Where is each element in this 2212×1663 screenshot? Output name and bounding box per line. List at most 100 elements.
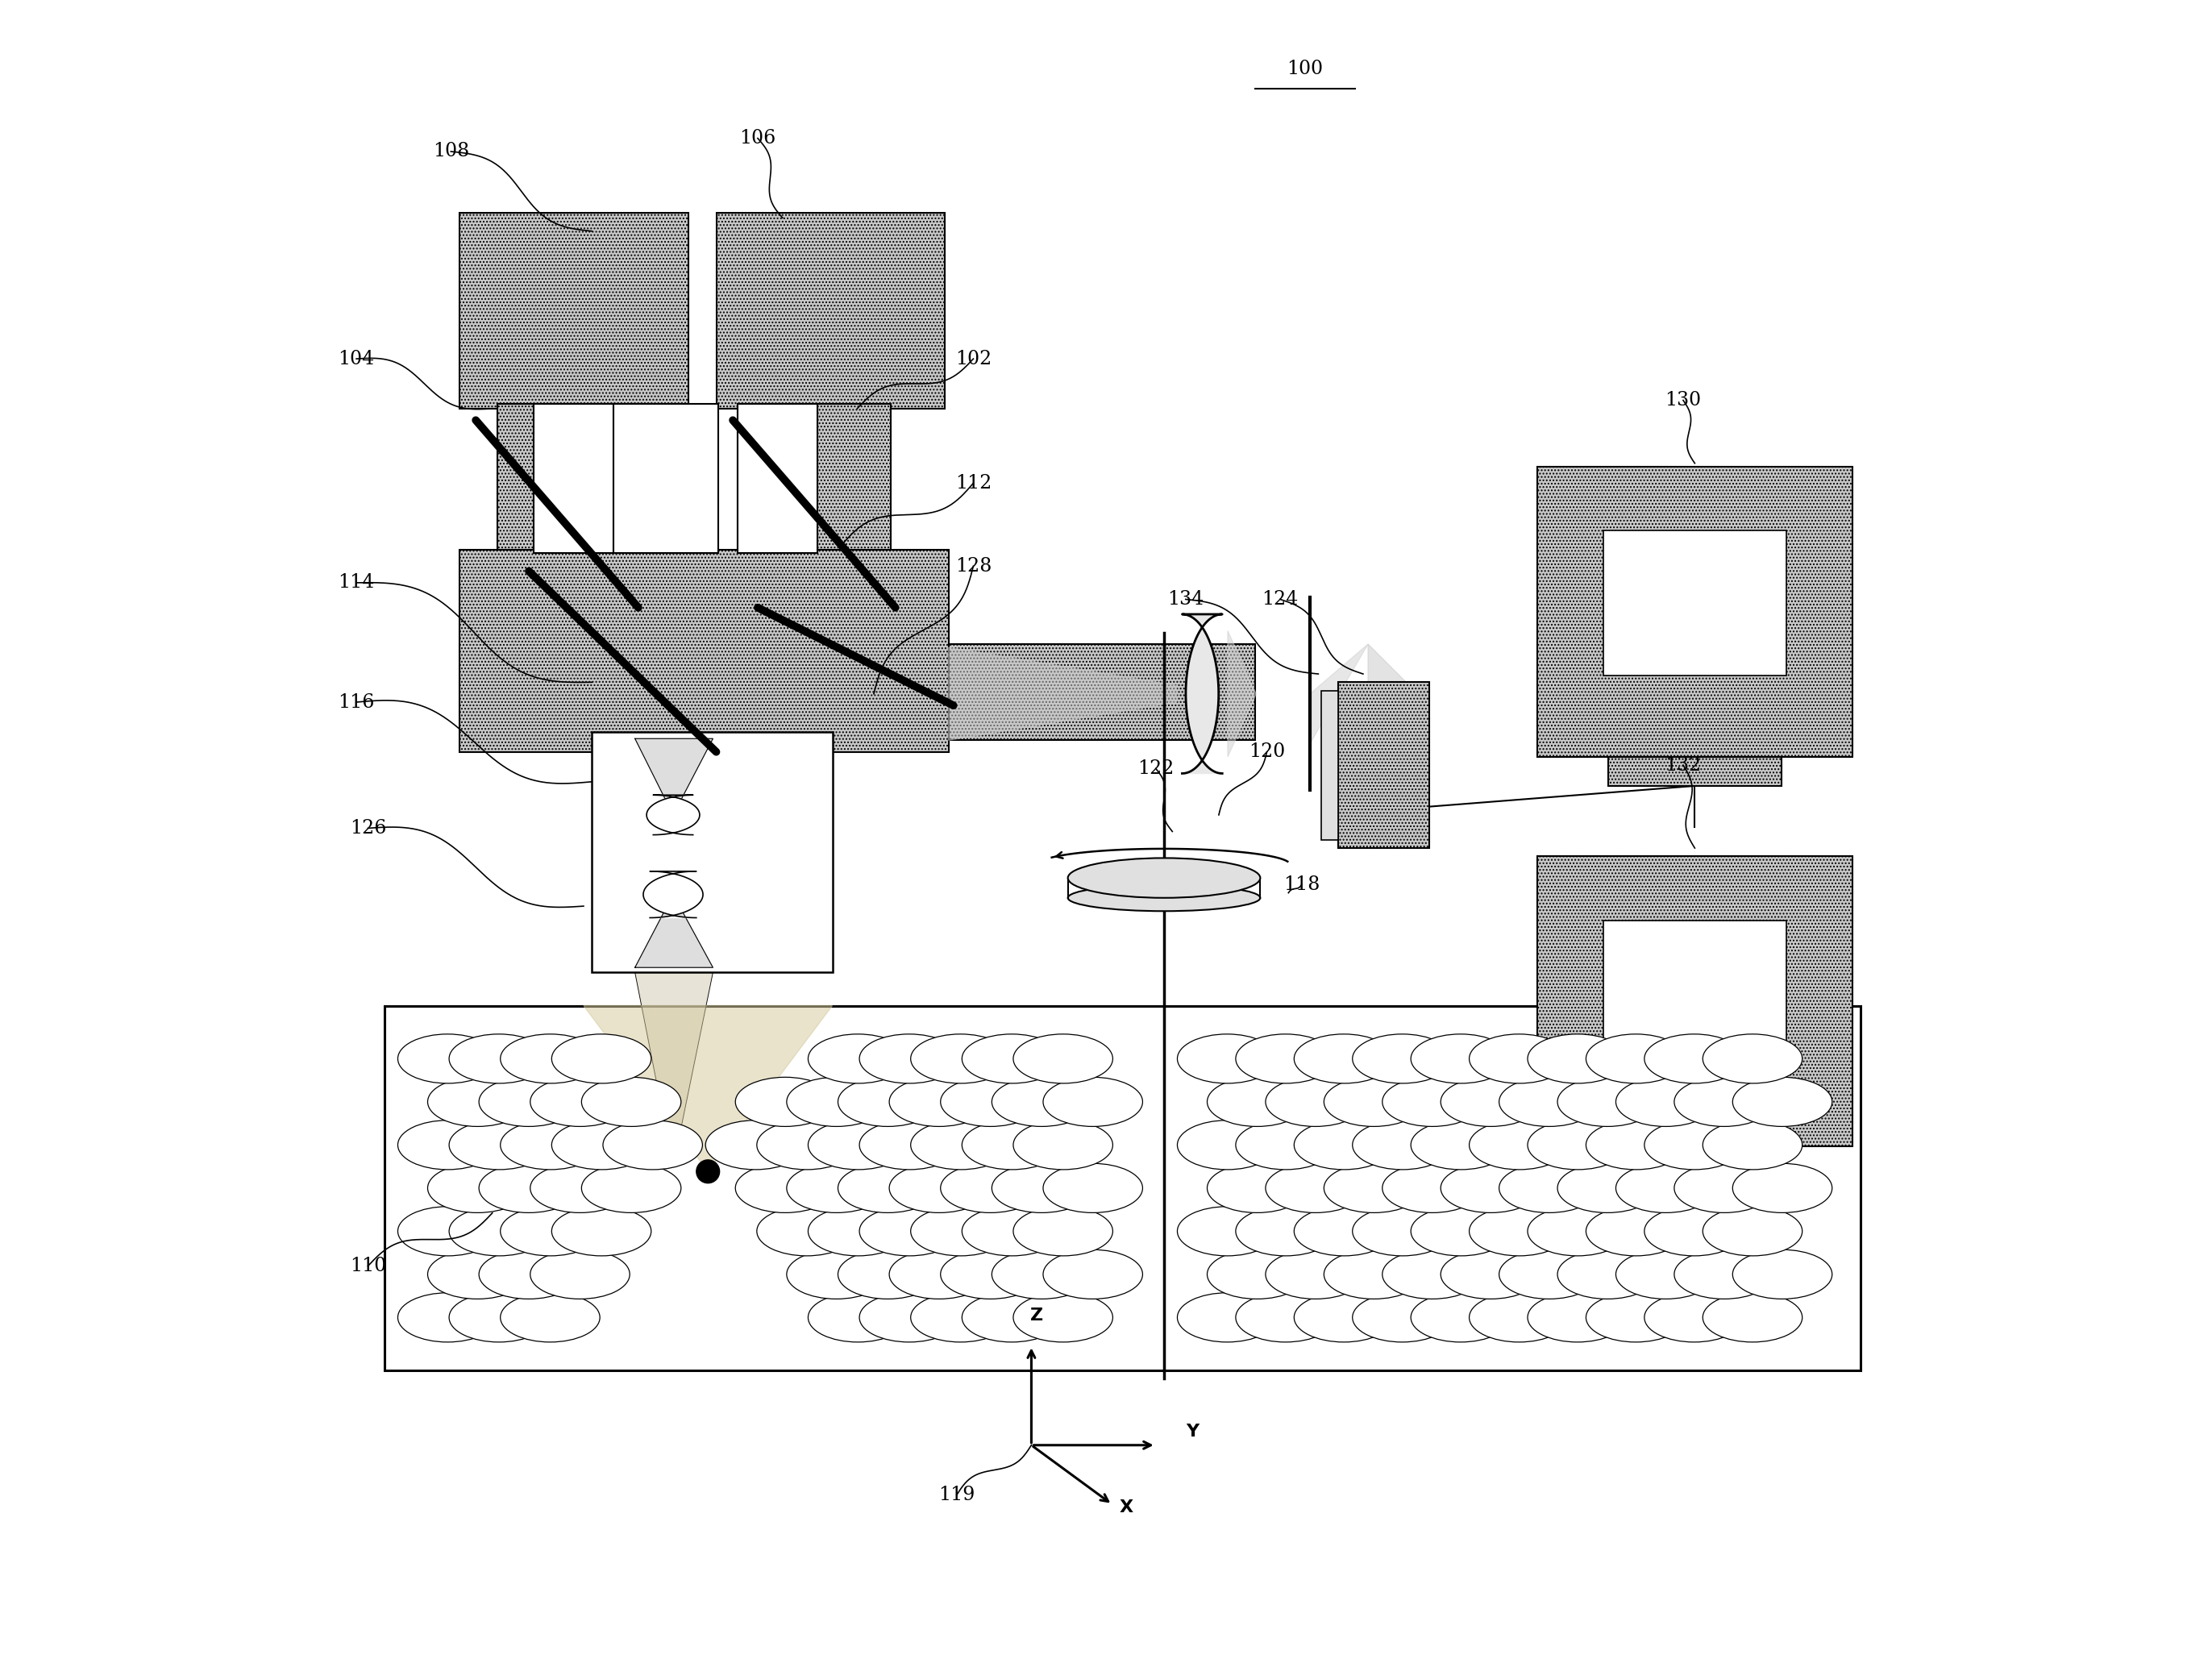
Ellipse shape [1294, 1207, 1394, 1256]
Ellipse shape [1177, 1034, 1276, 1083]
Polygon shape [1228, 630, 1256, 757]
Ellipse shape [911, 1034, 1011, 1083]
Text: 128: 128 [956, 557, 991, 575]
Text: 122: 122 [1137, 760, 1175, 778]
Text: Z: Z [1031, 1307, 1042, 1324]
Ellipse shape [911, 1207, 1011, 1256]
Bar [949, 644, 1254, 740]
Ellipse shape [1586, 1121, 1686, 1169]
Text: 120: 120 [1248, 743, 1285, 762]
Ellipse shape [1237, 1292, 1336, 1342]
Ellipse shape [1068, 885, 1261, 911]
Ellipse shape [1325, 1249, 1425, 1299]
Ellipse shape [582, 1164, 681, 1212]
Bar [739, 404, 818, 552]
Circle shape [697, 1159, 719, 1182]
Ellipse shape [1068, 858, 1261, 898]
Polygon shape [635, 738, 712, 815]
Ellipse shape [734, 1078, 834, 1126]
Ellipse shape [1615, 1249, 1714, 1299]
Text: 118: 118 [1283, 875, 1321, 893]
Text: 112: 112 [956, 474, 991, 492]
Ellipse shape [889, 1249, 989, 1299]
Text: 110: 110 [349, 1257, 387, 1276]
Ellipse shape [1352, 1034, 1451, 1083]
Ellipse shape [1044, 1078, 1144, 1126]
Bar [593, 732, 832, 973]
Ellipse shape [962, 1207, 1062, 1256]
Ellipse shape [531, 1078, 630, 1126]
Ellipse shape [531, 1249, 630, 1299]
Ellipse shape [1440, 1164, 1540, 1212]
Ellipse shape [398, 1292, 498, 1342]
Ellipse shape [551, 1207, 650, 1256]
Ellipse shape [427, 1078, 526, 1126]
Ellipse shape [787, 1249, 887, 1299]
Polygon shape [646, 795, 699, 835]
Ellipse shape [1013, 1121, 1113, 1169]
Ellipse shape [500, 1207, 599, 1256]
Ellipse shape [1325, 1164, 1425, 1212]
Ellipse shape [1237, 1207, 1336, 1256]
Text: 106: 106 [739, 130, 776, 148]
Ellipse shape [1013, 1034, 1113, 1083]
Ellipse shape [398, 1121, 498, 1169]
Ellipse shape [1644, 1034, 1743, 1083]
Ellipse shape [1615, 1164, 1714, 1212]
Text: 124: 124 [1261, 590, 1298, 609]
Bar [739, 404, 891, 552]
Text: 126: 126 [349, 818, 387, 838]
Ellipse shape [838, 1078, 938, 1126]
Text: 116: 116 [338, 693, 374, 712]
Ellipse shape [807, 1121, 907, 1169]
Ellipse shape [604, 1121, 703, 1169]
Ellipse shape [860, 1121, 958, 1169]
Bar [460, 213, 688, 409]
Ellipse shape [991, 1164, 1091, 1212]
Ellipse shape [1177, 1121, 1276, 1169]
Ellipse shape [1177, 1292, 1276, 1342]
Bar [613, 404, 719, 552]
Ellipse shape [1382, 1164, 1482, 1212]
Ellipse shape [551, 1034, 650, 1083]
Ellipse shape [734, 1164, 834, 1212]
Ellipse shape [838, 1164, 938, 1212]
Ellipse shape [1382, 1078, 1482, 1126]
Ellipse shape [1265, 1164, 1365, 1212]
Ellipse shape [1294, 1034, 1394, 1083]
Ellipse shape [1528, 1292, 1628, 1342]
Bar [460, 549, 949, 752]
Bar [1604, 530, 1785, 675]
Ellipse shape [398, 1034, 498, 1083]
Polygon shape [949, 647, 1177, 740]
Text: 104: 104 [338, 349, 374, 368]
Ellipse shape [860, 1292, 958, 1342]
Ellipse shape [962, 1034, 1062, 1083]
Ellipse shape [889, 1164, 989, 1212]
Text: Y: Y [1186, 1424, 1199, 1440]
Ellipse shape [757, 1207, 856, 1256]
Ellipse shape [449, 1034, 549, 1083]
Bar [1537, 856, 1851, 1146]
Ellipse shape [1469, 1207, 1568, 1256]
Ellipse shape [531, 1164, 630, 1212]
Ellipse shape [1208, 1164, 1307, 1212]
Ellipse shape [1294, 1121, 1394, 1169]
Ellipse shape [1265, 1078, 1365, 1126]
Ellipse shape [1044, 1164, 1144, 1212]
Ellipse shape [1557, 1249, 1657, 1299]
Ellipse shape [991, 1078, 1091, 1126]
Ellipse shape [427, 1164, 526, 1212]
Ellipse shape [449, 1292, 549, 1342]
Ellipse shape [1325, 1078, 1425, 1126]
Ellipse shape [551, 1121, 650, 1169]
Text: 132: 132 [1666, 757, 1701, 775]
Bar [1608, 757, 1781, 787]
Ellipse shape [1208, 1078, 1307, 1126]
Polygon shape [584, 1006, 832, 1171]
Text: 134: 134 [1168, 590, 1203, 609]
Bar [1537, 467, 1851, 757]
Ellipse shape [1732, 1164, 1832, 1212]
Ellipse shape [1411, 1034, 1511, 1083]
Ellipse shape [940, 1164, 1040, 1212]
